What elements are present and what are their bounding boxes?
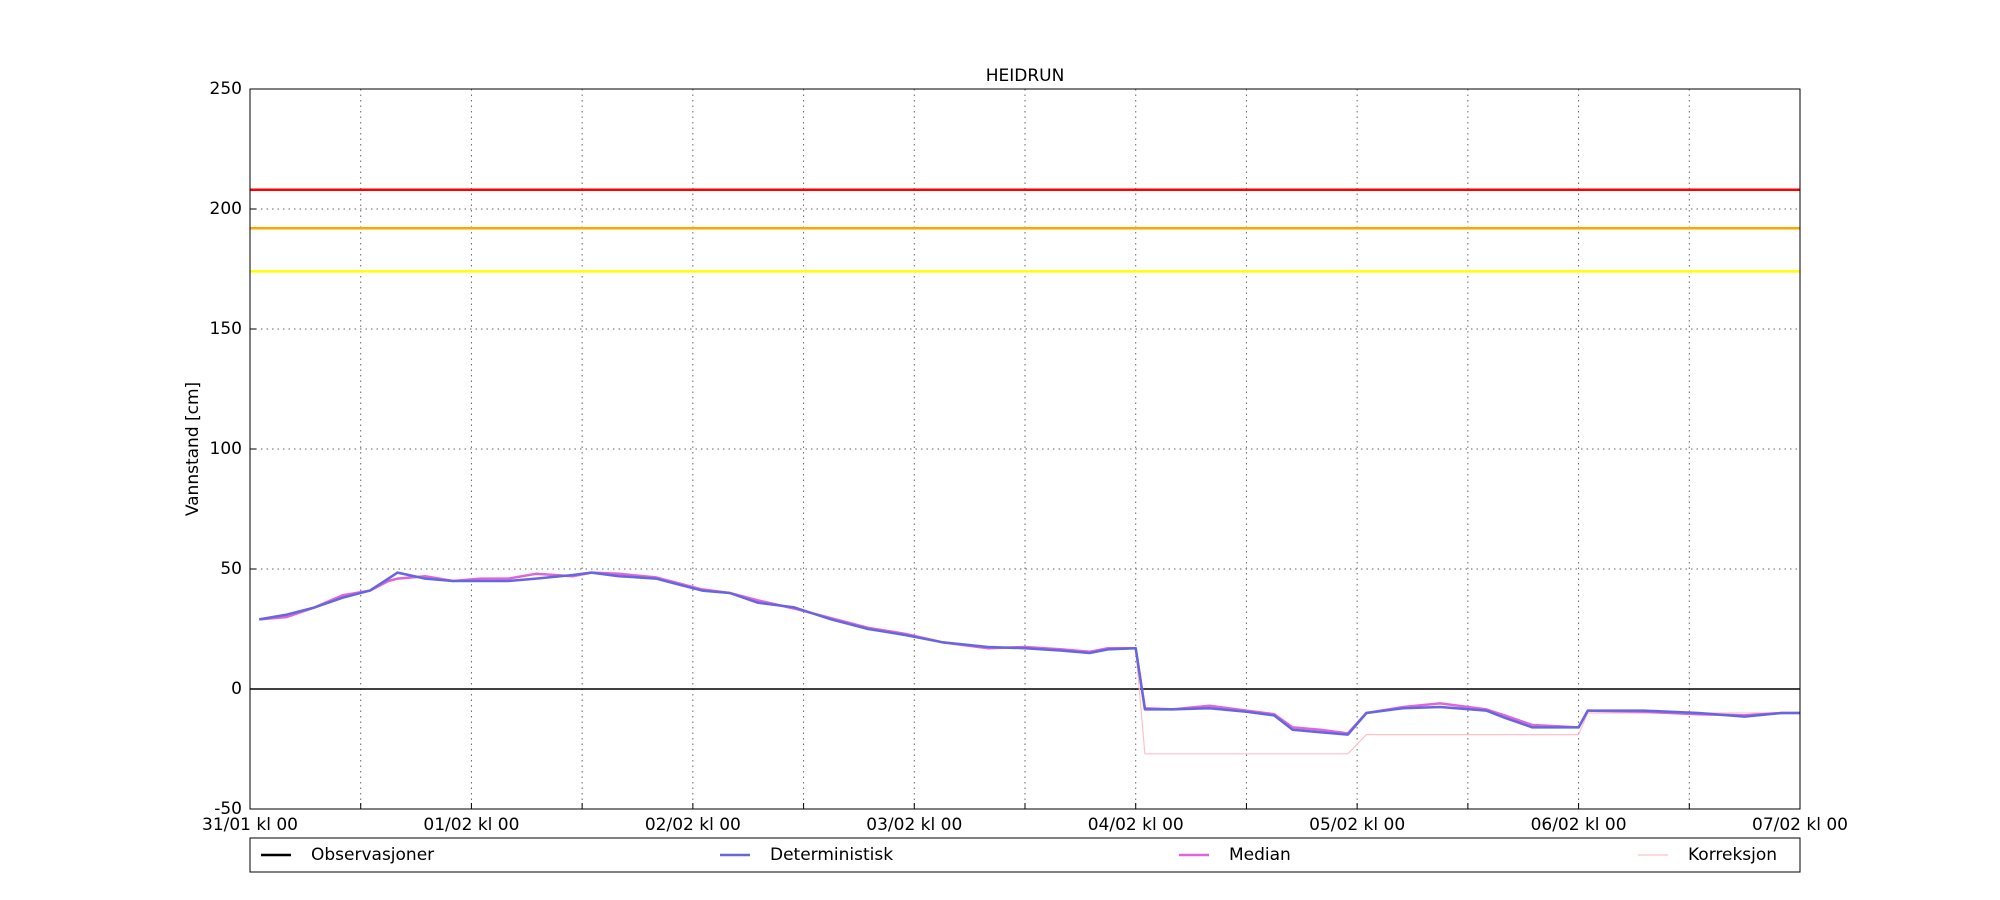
legend-label: Korreksjon <box>1688 845 1777 865</box>
series-line <box>259 571 1800 735</box>
y-tick-label: 200 <box>210 199 242 219</box>
y-tick-label: 150 <box>210 319 242 339</box>
y-axis-label: Vannstand [cm] <box>183 382 203 516</box>
legend-label: Median <box>1229 845 1291 865</box>
y-tick-label: 50 <box>220 559 242 579</box>
x-tick-label: 01/02 kl 00 <box>423 815 519 835</box>
x-tick-label: 03/02 kl 00 <box>866 815 962 835</box>
series-line <box>258 571 1800 736</box>
y-tick-label: 250 <box>210 79 242 99</box>
chart-title: HEIDRUN <box>986 66 1065 86</box>
x-tick-label: 31/01 kl 00 <box>202 815 298 835</box>
y-tick-label: -50 <box>214 799 242 819</box>
legend-label: Observasjoner <box>311 845 434 865</box>
y-tick-label: 100 <box>210 439 242 459</box>
y-tick-label: 0 <box>231 679 242 699</box>
plot-frame <box>249 88 1801 810</box>
x-tick-label: 07/02 kl 00 <box>1752 815 1848 835</box>
x-tick-label: 06/02 kl 00 <box>1531 815 1627 835</box>
x-tick-label: 02/02 kl 00 <box>645 815 741 835</box>
legend-label: Deterministisk <box>770 845 893 865</box>
x-tick-label: 05/02 kl 00 <box>1309 815 1405 835</box>
x-tick-label: 04/02 kl 00 <box>1088 815 1184 835</box>
legend <box>249 837 1801 873</box>
